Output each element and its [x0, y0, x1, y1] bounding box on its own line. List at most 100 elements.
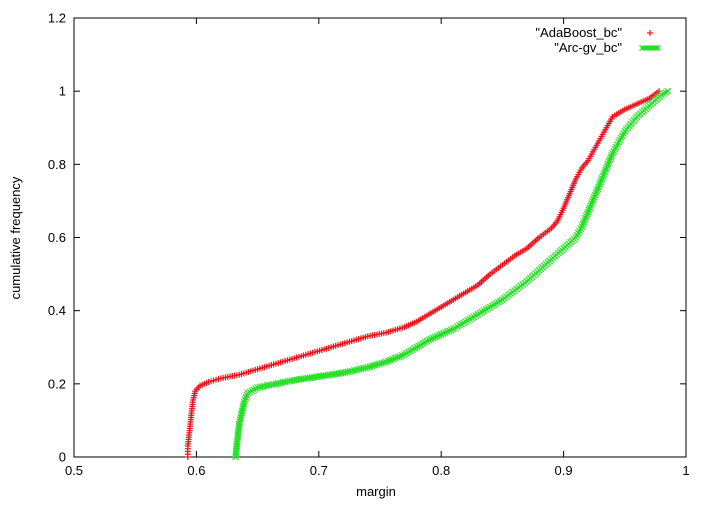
cross-bar-b [235, 420, 243, 428]
cross-bar-b [322, 372, 329, 379]
cross-bar-b [290, 376, 298, 384]
cross-bar-b [297, 375, 305, 383]
cross-bar-b [596, 181, 603, 189]
cross-bar-b [359, 364, 367, 372]
cross-bar-b [279, 379, 287, 386]
cross-bar-b [237, 414, 245, 421]
cross-bar-b [335, 370, 343, 377]
cross-bar-b [437, 331, 445, 338]
cross-bar-b [232, 453, 239, 461]
data-point-fill [248, 387, 256, 395]
cross-bar-b [254, 384, 262, 391]
data-point-fill [591, 191, 599, 199]
cross-bar-b [270, 380, 278, 388]
data-point-fill [595, 183, 602, 191]
data-point-fill [443, 328, 451, 336]
series-adaboost [184, 88, 663, 460]
data-point [584, 208, 592, 216]
cross-bar-b [304, 374, 312, 382]
cross-bar-b [302, 375, 309, 382]
cross-bar-b [313, 373, 320, 381]
data-point [603, 164, 610, 172]
cross-bar-b [288, 377, 296, 385]
data-point-fill [240, 400, 248, 408]
cross-bar-b [583, 210, 591, 218]
cross-bar-b [238, 407, 246, 415]
cross-bar-b [364, 363, 372, 371]
data-point-fill [597, 177, 605, 184]
cross-bar-b [600, 170, 608, 178]
cross-bar-b [277, 379, 284, 387]
data-point-fill [250, 386, 258, 394]
cross-bar-b [605, 158, 613, 166]
cross-bar-b [232, 446, 240, 454]
legend-marker [653, 45, 659, 51]
axis-ticks: 0.5 0.6 0.7 0.8 0.9 1 0 0.2 0.4 0.6 0.8 1 1.2 [48, 11, 690, 479]
cross-bar-b [299, 375, 307, 383]
cross-bar-b [267, 381, 275, 389]
cross-bar-b [286, 377, 294, 385]
cross-bar-b [597, 177, 605, 184]
cross-bar-b [344, 368, 352, 376]
cross-bar-b [232, 449, 240, 457]
data-point [425, 336, 433, 344]
x-tick-label: 0.5 [65, 463, 83, 478]
cross-bar-b [239, 403, 247, 410]
data-point-fill [447, 326, 455, 334]
legend-label: "Arc-gv_bc" [554, 40, 622, 55]
cross-bar-b [233, 440, 241, 448]
data-point-fill [592, 189, 600, 197]
cross-bar-b [443, 328, 451, 336]
data-point-fill [583, 210, 591, 218]
cross-bar-b [429, 334, 437, 342]
data-point-fill [429, 334, 437, 342]
cross-bar-b [308, 374, 316, 381]
cross-bar-b [324, 371, 332, 379]
legend-marker [647, 30, 653, 36]
data-point-fill [435, 331, 443, 339]
cross-bar-b [233, 444, 240, 452]
cross-bar-b [234, 429, 242, 437]
data-point-fill [246, 388, 254, 396]
cross-bar-b [427, 335, 435, 343]
data-point-fill [596, 181, 603, 189]
data-point-fill [607, 154, 615, 161]
data-point-fill [599, 172, 607, 180]
x-tick-label: 0.6 [187, 463, 205, 478]
cross-bar-b [580, 218, 588, 226]
cross-bar-b [348, 367, 356, 375]
data-point-fill [252, 385, 260, 393]
cross-bar-b [578, 223, 586, 230]
cross-bar-b [664, 87, 672, 95]
plot-area [73, 17, 687, 458]
cross-bar-b [330, 370, 338, 378]
cross-bar-b [293, 376, 300, 384]
data-point-fill [582, 212, 590, 220]
data-point-fill [605, 158, 613, 166]
data-point [664, 87, 672, 95]
data-point-fill [585, 206, 593, 214]
cross-bar-b [601, 168, 609, 176]
cross-bar-b [234, 436, 241, 443]
x-tick-label: 0.8 [432, 463, 450, 478]
cross-bar-b [579, 221, 587, 228]
cross-bar-b [425, 336, 433, 344]
cross-bar-b [591, 191, 599, 199]
cross-bar-b [265, 381, 273, 389]
cross-bar-b [433, 332, 441, 340]
cross-bar-b [281, 378, 289, 386]
cross-bar-b [319, 372, 327, 380]
cross-bar-b [239, 405, 247, 413]
data-point-fill [582, 214, 589, 222]
cross-bar-b [342, 368, 349, 376]
data-point-fill [593, 187, 601, 195]
data-point-fill [431, 333, 439, 341]
data-point-fill [445, 327, 453, 335]
cross-bar-b [235, 427, 242, 435]
cross-bar-b [248, 387, 256, 395]
cross-bar-b [235, 422, 243, 430]
cross-bar-b [589, 198, 596, 205]
cross-bar-b [375, 360, 383, 368]
cross-bar-b [339, 369, 347, 377]
cross-bar-b [595, 183, 602, 191]
